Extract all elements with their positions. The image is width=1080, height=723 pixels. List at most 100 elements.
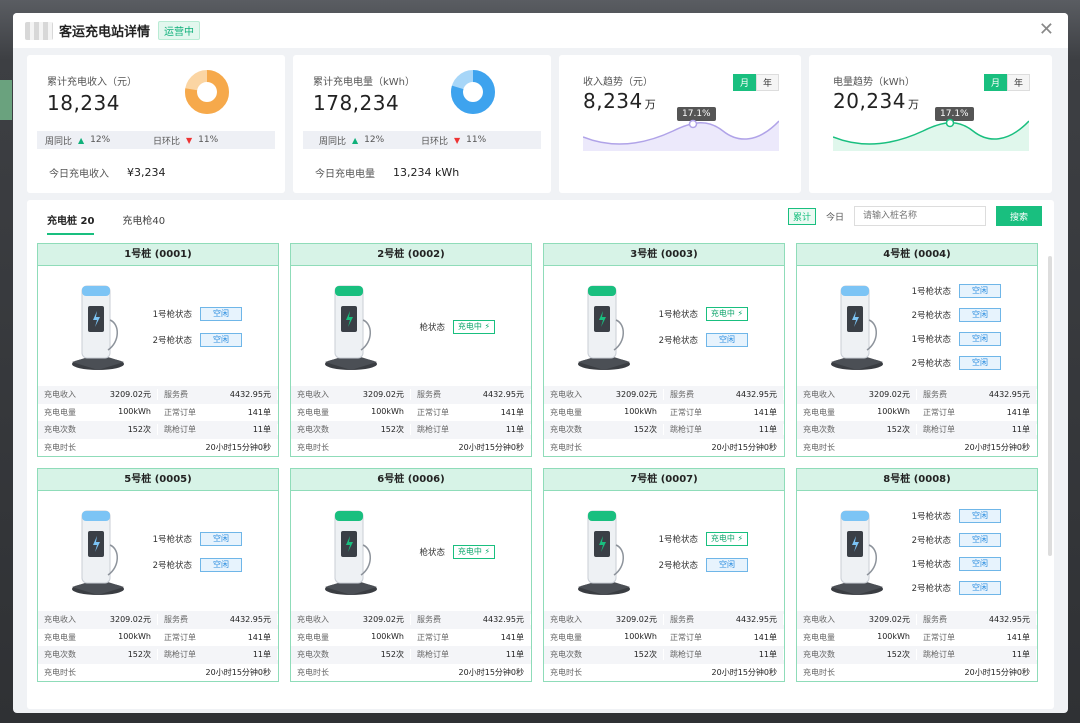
gun-label: 2号枪状态 — [911, 535, 951, 546]
table-row: 充电时长 20小时15分钟0秒 — [291, 664, 531, 682]
table-row: 充电时长 20小时15分钟0秒 — [291, 439, 531, 457]
stat-value: 100kWh — [118, 406, 151, 416]
pile-card[interactable]: 5号桩 (0005) 1号枪状态 空闲 2号枪状态 空闲 充电收入 3209.02元 服务费… — [37, 468, 279, 682]
gun-status-idle[interactable]: 空闲 — [706, 557, 748, 572]
gun-status-idle[interactable]: 空闲 — [200, 557, 242, 572]
stat-label: 服务费 — [923, 615, 947, 625]
gun-status-charging[interactable]: 充电中 ⚡ — [453, 544, 495, 559]
pile-card[interactable]: 2号桩 (0002) 枪状态 充电中 ⚡ 充电收入 3209.02元 服务费 4432.9… — [290, 243, 532, 457]
pile-body: 1号枪状态 空闲 2号枪状态 空闲 — [38, 266, 278, 387]
gun-status-row: 2号枪状态 空闲 — [911, 532, 1001, 547]
gun-status-idle[interactable]: 空闲 — [959, 307, 1001, 322]
stat-value: 152次 — [380, 425, 404, 435]
gun-status-text: 空闲 — [972, 309, 988, 319]
filter-cumulative[interactable]: 累计 — [787, 207, 816, 225]
stat-cell: 充电收入 3209.02元 — [38, 614, 158, 626]
gun-status-idle[interactable]: 空闲 — [200, 332, 242, 347]
gun-status-idle[interactable]: 空闲 — [959, 556, 1001, 571]
gun-status-charging[interactable]: 充电中 ⚡ — [706, 306, 748, 321]
stat-label: 充电次数 — [803, 425, 835, 435]
gun-status-charging[interactable]: 充电中 ⚡ — [706, 531, 748, 546]
gun-status-idle[interactable]: 空闲 — [200, 531, 242, 546]
stat-cell: 充电电量 100kWh — [797, 406, 917, 418]
filter-today[interactable]: 今日 — [825, 212, 844, 223]
pile-body: 枪状态 充电中 ⚡ — [291, 266, 531, 387]
gun-status-idle[interactable]: 空闲 — [959, 283, 1001, 298]
stat-label: 充电电量 — [803, 407, 835, 417]
gun-status-text: 空闲 — [972, 582, 988, 592]
toggle-year[interactable]: 年 — [1006, 74, 1030, 91]
tab-charging-guns[interactable]: 充电枪40 — [122, 216, 166, 227]
gun-status-idle[interactable]: 空闲 — [959, 508, 1001, 523]
table-row: 充电电量 100kWh 正常订单 141单 — [797, 629, 1037, 647]
stat-cell: 服务费 4432.95元 — [917, 389, 1037, 401]
gun-status-text: 空闲 — [719, 334, 735, 344]
gun-status-list: 枪状态 充电中 ⚡ — [419, 491, 495, 612]
search-button[interactable]: 搜索 — [996, 206, 1042, 226]
energy-donut-icon — [451, 70, 495, 114]
gun-status-idle[interactable]: 空闲 — [959, 355, 1001, 370]
pile-card[interactable]: 7号桩 (0007) 1号枪状态 充电中 ⚡ 2号枪状态 空闲 充电收入 3209.02元… — [543, 468, 785, 682]
gun-status-charging[interactable]: 充电中 ⚡ — [453, 319, 495, 334]
stat-label: 正常订单 — [164, 407, 196, 417]
stat-cell: 充电时长 20小时15分钟0秒 — [544, 666, 784, 678]
pile-card[interactable]: 6号桩 (0006) 枪状态 充电中 ⚡ 充电收入 3209.02元 服务费 4432.9… — [290, 468, 532, 682]
stat-value: 100kWh — [877, 406, 910, 416]
gun-status-text: 空闲 — [972, 534, 988, 544]
pile-card[interactable]: 8号桩 (0008) 1号枪状态 空闲 2号枪状态 空闲 1号枪状态 空闲 2号枪状态 空闲充… — [796, 468, 1038, 682]
stat-label: 正常订单 — [417, 407, 449, 417]
table-row: 充电电量 100kWh 正常订单 141单 — [38, 629, 278, 647]
pile-search-input[interactable] — [854, 206, 986, 226]
charging-pile-icon — [827, 505, 885, 597]
modal-header: 客运充电站详情 运营中 ✕ — [13, 13, 1068, 48]
toggle-month[interactable]: 月 — [732, 74, 756, 91]
energy-card: 累计充电电量（kWh） 178,234 周同比 ▲ 12% 日环比 ▼ 11% 今日充电… — [293, 55, 551, 193]
stat-label: 服务费 — [417, 615, 441, 625]
stat-value: 11单 — [758, 650, 777, 660]
gun-status-idle[interactable]: 空闲 — [959, 532, 1001, 547]
stat-value: 11单 — [505, 425, 524, 435]
stat-cell: 正常订单 141单 — [411, 406, 531, 418]
stat-label: 充电电量 — [44, 632, 76, 642]
stat-cell: 服务费 4432.95元 — [411, 614, 531, 626]
pile-tabs: 充电桩 20 充电枪40 — [47, 212, 165, 235]
gun-status-text: 充电中 — [710, 308, 735, 318]
stat-label: 充电电量 — [550, 632, 582, 642]
table-row: 充电次数 152次 跳枪订单 11单 — [797, 421, 1037, 439]
stat-value: 152次 — [886, 425, 910, 435]
stat-cell: 充电次数 152次 — [544, 424, 664, 436]
gun-label: 2号枪状态 — [911, 583, 951, 594]
energy-trend-card: 电量趋势（kWh） 20,234 万 月 年 17.1% — [809, 55, 1052, 193]
stat-value: 141单 — [1006, 632, 1030, 642]
stat-value: 100kWh — [624, 631, 657, 641]
gun-status-idle[interactable]: 空闲 — [706, 332, 748, 347]
gun-status-idle[interactable]: 空闲 — [959, 580, 1001, 595]
stat-cell: 充电电量 100kWh — [544, 406, 664, 418]
today-energy-label: 今日充电电量 — [315, 169, 375, 180]
stat-value: 141单 — [500, 407, 524, 417]
gun-status-row: 2号枪状态 空闲 — [153, 557, 242, 572]
pile-body: 1号枪状态 充电中 ⚡ 2号枪状态 空闲 — [544, 266, 784, 387]
stat-value: 4432.95元 — [988, 390, 1030, 400]
gun-label: 2号枪状态 — [658, 335, 698, 346]
stats-row: 累计充电收入（元） 18,234 周同比 ▲ 12% 日环比 ▼ 11% 今日充电收入 ¥… — [27, 55, 1054, 193]
toggle-month[interactable]: 月 — [983, 74, 1007, 91]
energy-trend-label: 电量趋势（kWh） — [833, 77, 916, 88]
toggle-year[interactable]: 年 — [755, 74, 779, 91]
lightning-icon: ⚡ — [734, 308, 744, 318]
pile-card[interactable]: 3号桩 (0003) 1号枪状态 充电中 ⚡ 2号枪状态 空闲 充电收入 3209.02元… — [543, 243, 785, 457]
modal-title: 客运充电站详情 — [59, 25, 151, 40]
scrollbar[interactable] — [1048, 256, 1052, 556]
tab-charging-piles[interactable]: 充电桩 20 — [47, 212, 95, 235]
revenue-compare-bar: 周同比 ▲ 12% 日环比 ▼ 11% — [37, 131, 275, 149]
pile-card[interactable]: 4号桩 (0004) 1号枪状态 空闲 2号枪状态 空闲 1号枪状态 空闲 2号枪状态 空闲充… — [796, 243, 1038, 457]
stat-cell: 正常订单 141单 — [664, 406, 784, 418]
gun-status-idle[interactable]: 空闲 — [959, 331, 1001, 346]
charging-pile-icon — [827, 280, 885, 372]
stat-cell: 充电次数 152次 — [291, 424, 411, 436]
stat-label: 充电收入 — [44, 390, 76, 400]
close-icon[interactable]: ✕ — [1038, 19, 1054, 40]
pile-card[interactable]: 1号桩 (0001) 1号枪状态 空闲 2号枪状态 空闲 充电收入 3209.02元 服务费… — [37, 243, 279, 457]
gun-status-idle[interactable]: 空闲 — [200, 306, 242, 321]
stat-value: 11单 — [758, 425, 777, 435]
